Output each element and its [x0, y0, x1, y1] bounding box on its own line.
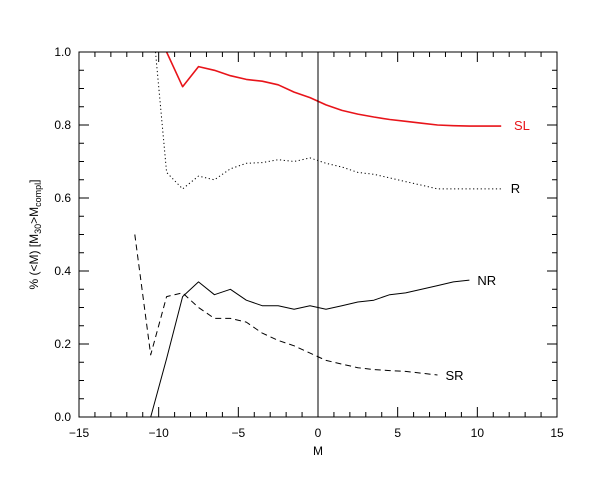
series-layer — [134, 52, 502, 417]
axes: −15 −10 −5 0 5 10 15 0.0 0.2 0.4 0.6 0.8 1.0 — [54, 45, 564, 440]
y-tick-label: 0.2 — [54, 337, 71, 351]
y-axis-label-part: ] — [27, 179, 41, 182]
series-label-r: R — [511, 181, 520, 196]
x-tick-label: −5 — [231, 426, 245, 440]
x-tick-label: 5 — [394, 426, 401, 440]
x-axis-label: M — [313, 444, 323, 458]
y-tick-label: 0.4 — [54, 264, 71, 278]
y-axis-label: % (<M) [M30>Mcompl] — [27, 179, 43, 289]
y-axis-label-part: % (<M) [M — [27, 234, 41, 290]
x-tick-label: −10 — [148, 426, 169, 440]
series-line-sr — [134, 234, 438, 376]
y-axis-label-subscript: compl — [33, 183, 43, 207]
y-axis-label-part: >M — [27, 207, 41, 224]
series-label-nr: NR — [477, 273, 496, 288]
y-tick-label: 0.6 — [54, 191, 71, 205]
y-tick-label: 0.8 — [54, 118, 71, 132]
series-line-sl — [165, 52, 502, 127]
x-tick-label: 10 — [471, 426, 485, 440]
series-line-nr — [150, 279, 470, 417]
y-axis-label-subscript: 30 — [33, 224, 43, 234]
y-tick-label: 1.0 — [54, 45, 71, 59]
y-tick-label: 0.0 — [54, 410, 71, 424]
x-tick-label: 0 — [315, 426, 322, 440]
series-labels: SL R NR SR — [445, 118, 529, 383]
x-tick-label: −15 — [69, 426, 90, 440]
series-label-sl: SL — [514, 118, 530, 133]
series-line-r — [155, 52, 502, 190]
x-tick-label: 15 — [550, 426, 564, 440]
series-label-sr: SR — [445, 368, 463, 383]
